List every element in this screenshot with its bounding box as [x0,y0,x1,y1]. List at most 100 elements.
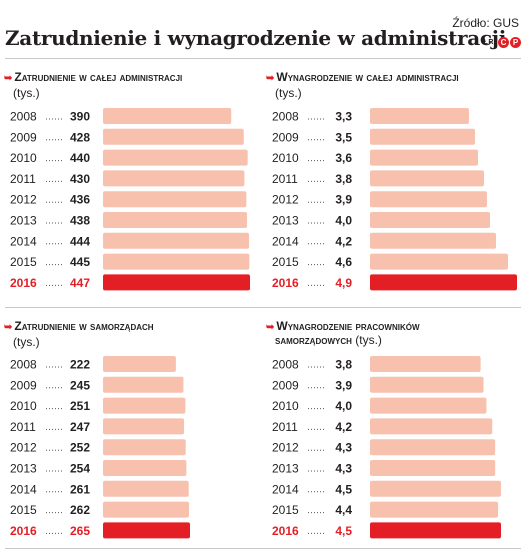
year-label: 2014 [272,234,299,248]
bar [370,356,481,372]
bar [103,253,250,270]
bar [370,501,499,518]
data-label: 245 [70,378,90,392]
data-label: 3,8 [335,172,352,186]
bar [370,170,484,187]
bar [103,212,248,228]
year-label: 2010 [272,151,299,165]
year-label: 2016 [10,276,37,290]
year-label: 2010 [272,399,299,413]
bar [103,501,190,518]
bar [103,397,186,414]
data-label: 3,8 [335,358,352,372]
data-label: 251 [70,399,90,413]
bar [370,128,475,145]
year-label: 2013 [10,214,37,228]
data-label: 4,5 [335,524,352,538]
source-note: Źródło: GUS [452,16,519,30]
bar [370,108,469,124]
year-label: 2011 [10,172,36,186]
year-label: 2012 [10,441,37,455]
data-label: 4,5 [335,482,352,496]
bar [103,439,186,456]
data-label: 3,9 [335,193,352,207]
middle-divider [5,307,521,308]
bar [103,356,176,372]
year-label: 2013 [272,214,299,228]
data-label: 428 [70,130,90,144]
data-label: 222 [70,358,90,372]
data-label: 261 [70,482,90,496]
data-label: 4,6 [335,255,352,269]
year-label: 2015 [272,503,299,517]
chart-plot: 2008 222 2009 245 2010 251 2011 247 2012 252 2013 2… [10,356,190,539]
data-label: 252 [70,441,90,455]
year-label: 2014 [272,482,299,496]
chart-title: ➥ Zatrudnienie w samorządach [4,319,154,333]
year-label: 2014 [10,234,37,248]
bar-highlight [103,274,250,291]
year-label: 2008 [10,110,37,124]
data-label: 254 [70,462,90,476]
chart-plot: 2008 3,8 2009 3,9 2010 4,0 2011 4,2 2012 4,3 2013 4… [272,356,501,539]
data-label: 438 [70,214,90,228]
year-label: 2009 [10,378,37,392]
data-label: 440 [70,151,90,165]
logo-p-icon: P [510,36,521,48]
year-label: 2008 [10,358,37,372]
bar-highlight [103,522,190,539]
data-label: 4,9 [335,276,352,290]
chart-title: ➥ Zatrudnienie w całej administracji [4,70,183,84]
year-label: 2009 [272,130,299,144]
data-label: 3,9 [335,378,352,392]
bar [370,376,484,393]
bar-highlight [370,522,501,539]
data-label: 390 [70,110,90,124]
data-label: 430 [70,172,90,186]
bar [103,149,248,166]
bar [370,149,478,166]
year-label: 2011 [272,172,298,186]
publisher-logo: ŁR C P [484,35,521,49]
data-label: 262 [70,503,90,517]
data-label: 265 [70,524,90,538]
bar [370,460,496,476]
arrow-icon: ➥ [4,73,13,84]
year-label: 2009 [272,378,299,392]
data-label: 4,2 [335,234,352,248]
year-label: 2011 [10,420,36,434]
bar [370,232,496,249]
data-label: 4,0 [335,399,352,413]
year-label: 2015 [272,255,299,269]
year-label: 2013 [10,462,37,476]
bar [103,480,189,497]
bar [103,232,250,249]
data-label: 4,0 [335,214,352,228]
year-label: 2010 [10,399,37,413]
year-label: 2015 [10,503,37,517]
bar [103,128,244,145]
year-label: 2012 [272,193,299,207]
data-label: 3,3 [335,110,352,124]
bar [370,480,501,497]
logo-lr-text: ŁR [483,38,494,46]
bar [103,108,232,124]
bar [103,170,245,187]
bar [103,376,184,393]
chart-title: ➥ Wynagrodzenie pracowników [266,319,420,333]
chart-plot: 2008 390 2009 428 2010 440 2011 430 2012 436 2013 4… [10,108,250,291]
bar [370,439,496,456]
bar [103,460,187,476]
data-label: 247 [70,420,90,434]
bottom-divider [5,548,521,549]
chart-unit: (tys.) [275,86,302,100]
arrow-icon: ➥ [266,322,275,333]
chart-plot: 2008 3,3 2009 3,5 2010 3,6 2011 3,8 2012 3,9 2013 4… [272,108,517,291]
header-divider [5,58,521,59]
bar-highlight [370,274,517,291]
year-label: 2015 [10,255,37,269]
chart-unit: (tys.) [13,335,40,349]
data-label: 447 [70,276,90,290]
year-label: 2014 [10,482,37,496]
logo-c-icon: C [498,36,509,48]
